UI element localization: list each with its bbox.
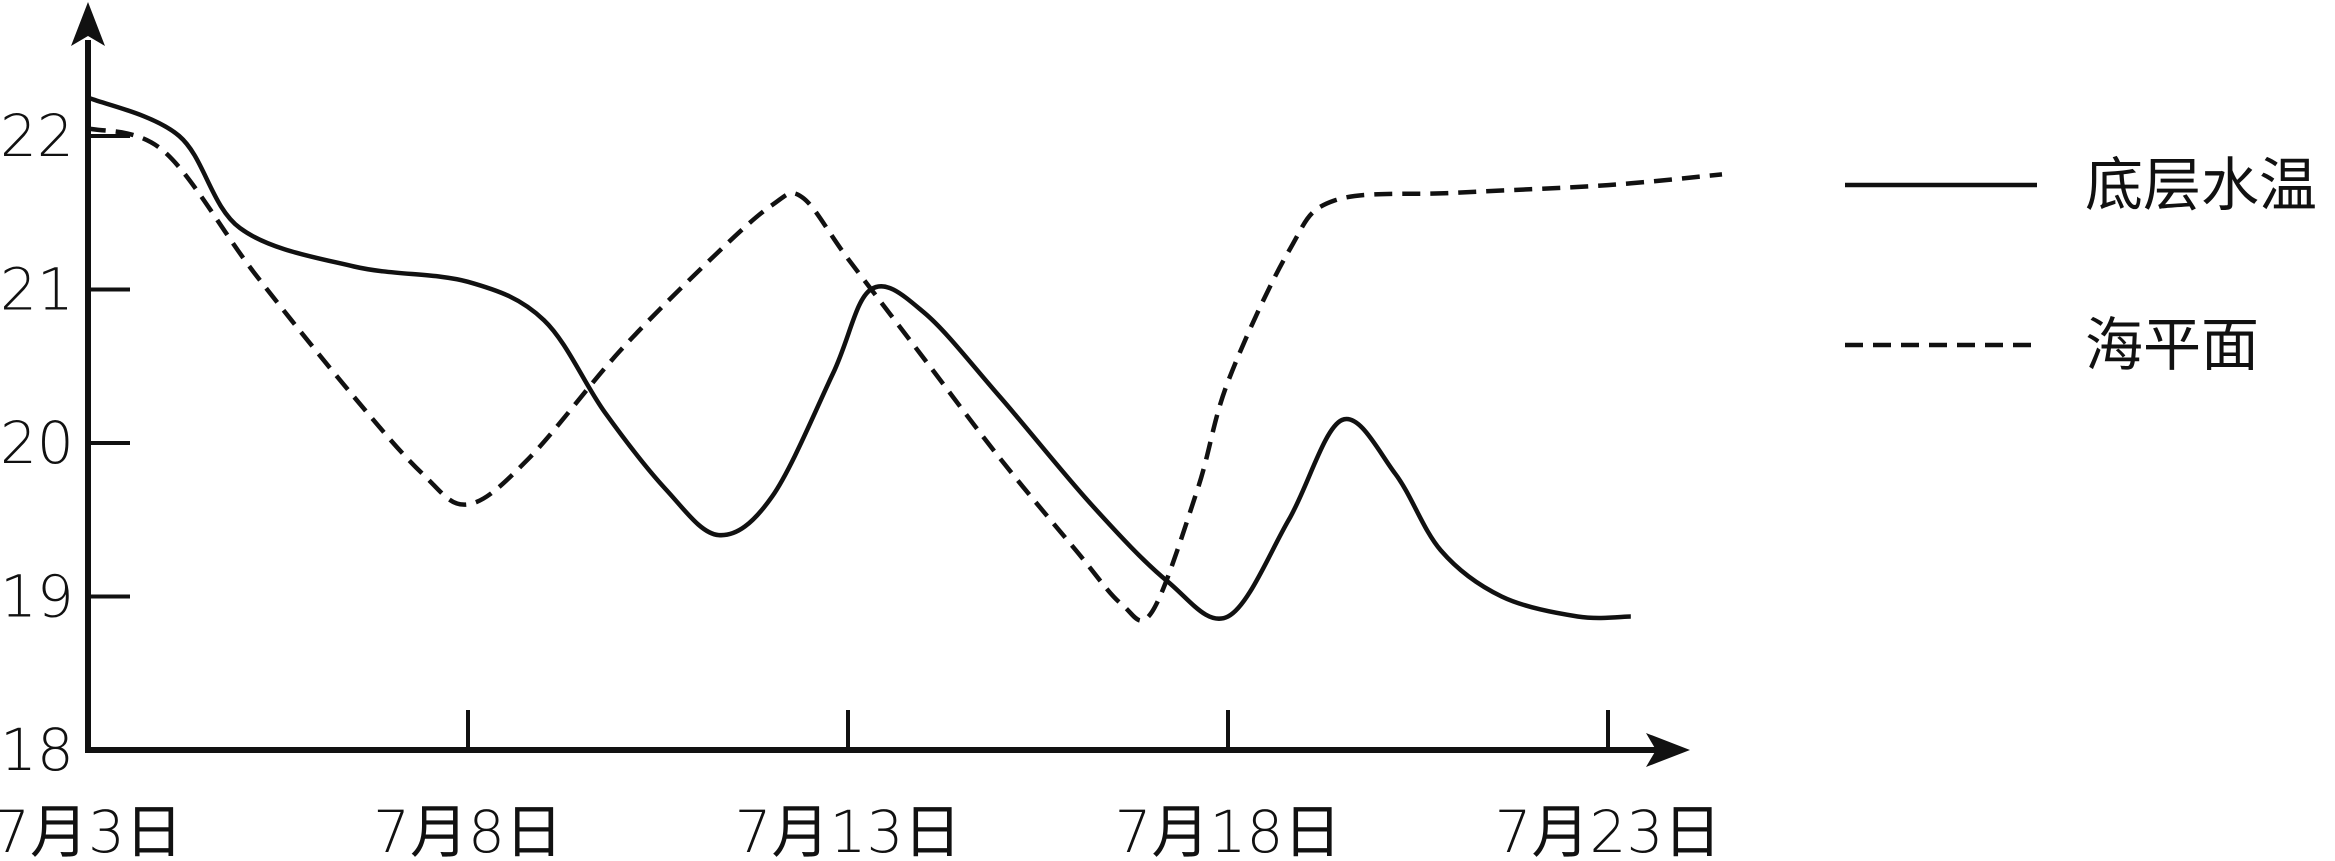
x-axis-arrow	[1646, 733, 1690, 767]
y-tick-label: 21	[0, 256, 74, 324]
x-tick-label: 7月3日	[0, 798, 183, 861]
chart-axes	[71, 2, 1690, 767]
x-tick-label: 7月18日	[1115, 798, 1342, 861]
legend-label: 海平面	[2085, 311, 2259, 379]
y-axis-arrow	[71, 2, 105, 46]
x-tick-label: 7月8日	[373, 798, 563, 861]
legend-label: 底层水温	[2085, 151, 2317, 219]
x-tick-label: 7月23日	[1495, 798, 1722, 861]
series-line-bottom-water-temp	[87, 95, 1631, 621]
x-axis-ticks: 7月3日 7月8日 7月13日 7月18日 7月23日	[0, 710, 1721, 861]
y-tick-label: 18	[0, 716, 74, 784]
series-layer	[87, 95, 1723, 623]
y-axis-ticks: 18 19 20 21 22	[0, 102, 130, 784]
y-tick-label: 20	[0, 409, 74, 477]
series-line-sea-level	[87, 126, 1723, 623]
x-tick-label: 7月13日	[735, 798, 962, 861]
y-tick-label: 19	[0, 563, 74, 631]
y-tick-label: 22	[0, 102, 74, 170]
